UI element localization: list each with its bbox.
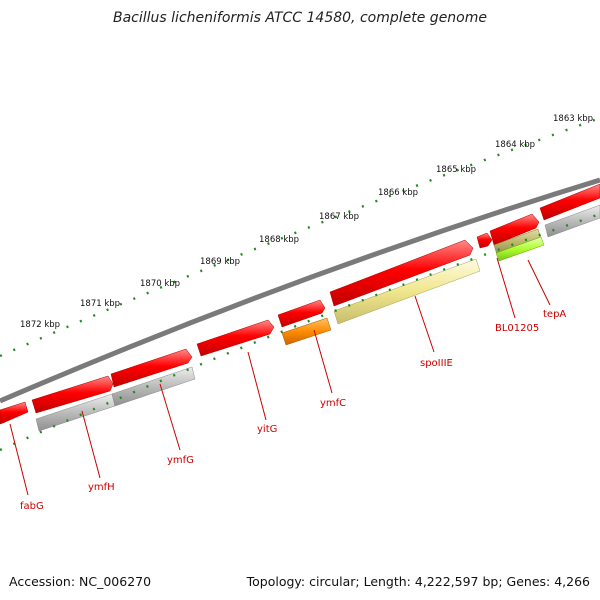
ruler-labels: 1872 kbp 1871 kbp 1870 kbp 1869 kbp 1868… [20, 114, 593, 330]
gene-label-ymfG[interactable]: ymfG [167, 455, 194, 466]
connector-tepA [527, 259, 551, 306]
ruler-label-1865: 1865 kbp [436, 165, 476, 175]
ruler-label-1864: 1864 kbp [495, 140, 535, 150]
feature-bar-ymfC[interactable] [281, 317, 332, 346]
label-connectors [9, 257, 551, 496]
connector-fabG [9, 423, 29, 496]
gene-label-spoIIIE[interactable]: spoIIIE [420, 358, 453, 369]
gene-label-fabG[interactable]: fabG [20, 501, 44, 512]
genome-backbone [0, 177, 600, 404]
gene-label-ymfC[interactable]: ymfC [320, 398, 346, 409]
connector-spoIIIE [414, 295, 435, 353]
ruler-label-1870: 1870 kbp [140, 279, 180, 289]
feature-bar-tepA[interactable] [495, 236, 545, 262]
topology-text: Topology: circular; Length: 4,222,597 bp… [246, 574, 590, 589]
ruler-label-1868: 1868 kbp [259, 235, 299, 245]
gene-arrow-BL01205[interactable] [476, 232, 493, 249]
gene-label-ymfH[interactable]: ymfH [88, 482, 115, 493]
gene-arrow-fabG[interactable] [0, 401, 29, 425]
gene-arrow-next[interactable] [539, 183, 600, 221]
accession-text: Accession: NC_006270 [9, 574, 151, 589]
ruler-label-1871: 1871 kbp [80, 299, 120, 309]
ruler-label-1872: 1872 kbp [20, 320, 60, 330]
ruler-label-1869: 1869 kbp [200, 257, 240, 267]
gene-arrow-yitG[interactable] [196, 319, 275, 357]
ruler-label-1867: 1867 kbp [319, 212, 359, 222]
connector-yitG [247, 351, 267, 421]
feature-bar-spoIIIE[interactable] [333, 258, 481, 325]
gene-label-BL01205[interactable]: BL01205 [495, 323, 539, 334]
connector-ymfC [313, 329, 333, 394]
connector-ymfH [81, 410, 101, 479]
ruler-label-1866: 1866 kbp [378, 188, 418, 198]
feature-bar-next[interactable] [544, 204, 600, 238]
forward-genes [0, 183, 600, 425]
gene-arrow-tepA[interactable] [489, 213, 540, 246]
connector-ymfG [159, 383, 181, 451]
gene-label-yitG[interactable]: yitG [257, 424, 277, 435]
feature-bar-ymfG[interactable] [111, 366, 196, 407]
gene-arrow-ymfH[interactable] [31, 375, 114, 414]
map-title: Bacillus licheniformis ATCC 14580, compl… [113, 10, 487, 26]
gene-label-tepA[interactable]: tepA [543, 309, 566, 320]
connector-BL01205 [496, 257, 516, 319]
inner-features [35, 204, 600, 432]
gene-arrow-ymfG-fwd[interactable] [110, 348, 193, 388]
gene-labels: fabG ymfH ymfG yitG ymfC spoIIIE BL01205… [20, 309, 566, 512]
ruler-label-1863: 1863 kbp [553, 114, 593, 124]
gene-arrow-ymfC[interactable] [277, 299, 326, 328]
gene-arrow-spoIIIE[interactable] [329, 239, 474, 307]
